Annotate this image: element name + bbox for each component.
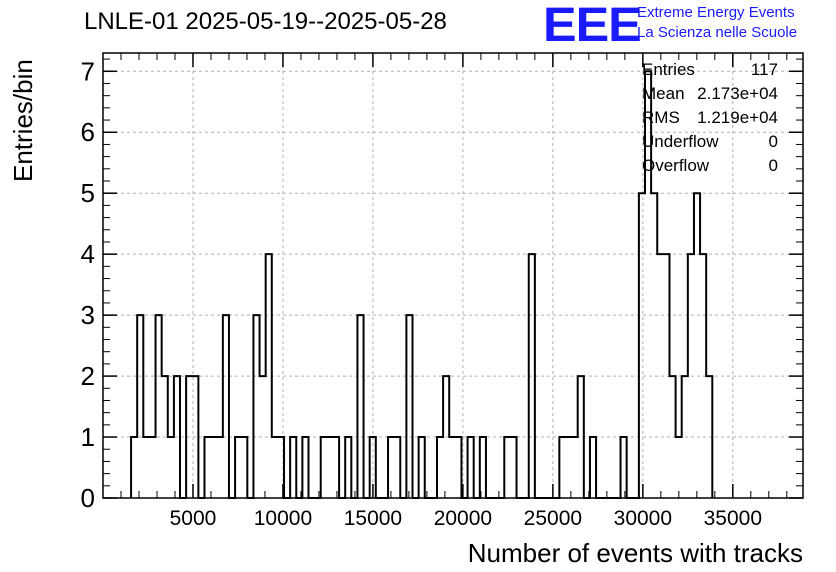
y-tick-label: 0 [81,483,95,513]
stat-mean-label: Mean [642,84,685,103]
histogram-bin [174,376,180,498]
histogram-bin [621,437,627,498]
histogram-bin [388,437,394,498]
histogram-bin [137,315,143,498]
x-tick-label: 35000 [704,507,762,530]
logo-line-2: La Scienza nelle Scuole [637,24,798,41]
histogram-bin [468,437,474,498]
histogram-bin [455,437,461,498]
x-tick-label: 5000 [170,507,217,530]
stat-row-underflow: Underflow 0 [642,132,778,156]
stat-row-entries: Entries 117 [642,60,778,84]
histogram-bin [590,437,596,498]
histogram-bin [688,254,694,498]
histogram-bin [559,437,565,498]
x-tick-label: 25000 [524,507,582,530]
histogram-bin [682,376,688,498]
histogram-bin [143,437,149,498]
y-tick-label: 1 [81,422,95,452]
histogram-bin [529,254,535,498]
histogram-bin [419,437,425,498]
y-tick-label: 7 [81,56,95,86]
histogram-bin [192,376,198,498]
histogram-bin [406,315,412,498]
histogram-bin [651,193,657,498]
histogram-bin [302,437,308,498]
histogram-bin [131,437,137,498]
x-tick-label: 15000 [344,507,402,530]
logo-line-1: Extreme Energy Events [637,4,795,21]
histogram-bin [357,315,363,498]
histogram-bin [504,437,510,498]
stat-rms-label: RMS [642,108,680,127]
x-tick-label: 10000 [254,507,312,530]
stat-mean-value: 2.173e+04 [697,84,778,103]
histogram-bin [510,437,516,498]
histogram-bin [449,437,455,498]
histogram-bin [663,254,669,498]
histogram-bin [321,437,327,498]
histogram-bin [437,437,443,498]
stat-rms-value: 1.219e+04 [697,108,778,127]
stat-overflow-label: Overflow [642,156,710,175]
histogram-bin [260,376,266,498]
chart-title: LNLE-01 2025-05-19--2025-05-28 [84,8,447,35]
y-tick-label: 4 [81,239,95,269]
stat-underflow-value: 0 [768,132,778,151]
histogram-bin [700,254,706,498]
stat-overflow-value: 0 [768,156,778,175]
histogram-bin [657,254,663,498]
x-tick-label: 20000 [434,507,492,530]
histogram-bin [223,315,229,498]
histogram-bin [253,315,259,498]
stat-row-rms: RMS 1.219e+04 [642,108,778,132]
histogram-bin [572,437,578,498]
histogram-bin [443,376,449,498]
histogram-bin [578,376,584,498]
y-tick-label: 2 [81,361,95,391]
histogram-bin [639,193,645,498]
histogram-bin [156,315,162,498]
histogram-bin [480,437,486,498]
histogram-bin [676,437,682,498]
plot-frame [102,52,804,499]
histogram-bin [186,376,192,498]
stat-underflow-label: Underflow [642,132,719,151]
histogram-bin [235,437,241,498]
stats-box: Entries 117 Mean 2.173e+04 RMS 1.219e+04… [642,60,778,180]
y-tick-label: 6 [81,117,95,147]
histogram-bin [706,376,712,498]
stat-row-overflow: Overflow 0 [642,156,778,180]
histogram-bin [272,437,278,498]
histogram-bin [333,437,339,498]
histogram-bin [669,376,675,498]
y-tick-label: 3 [81,300,95,330]
histogram-bin [394,437,400,498]
histogram-bin [217,437,223,498]
histogram-bin [204,437,210,498]
eee-logo: EEE [543,0,642,52]
x-axis-label: Number of events with tracks [467,538,803,568]
histogram-bin [694,193,700,498]
stat-entries-label: Entries [642,60,695,79]
histogram-bin [149,437,155,498]
histogram-bin [290,437,296,498]
histogram-bin [211,437,217,498]
y-tick-label: 5 [81,178,95,208]
histogram-bin [266,254,272,498]
stat-entries-value: 117 [750,60,778,79]
histogram-bin [345,437,351,498]
histogram-bin [168,437,174,498]
histogram-bin [241,437,247,498]
histogram-bin [565,437,571,498]
histogram-bin [327,437,333,498]
x-tick-label: 30000 [614,507,672,530]
histogram-series-line [130,70,714,499]
histogram-bin [162,376,168,498]
stat-row-mean: Mean 2.173e+04 [642,84,778,108]
